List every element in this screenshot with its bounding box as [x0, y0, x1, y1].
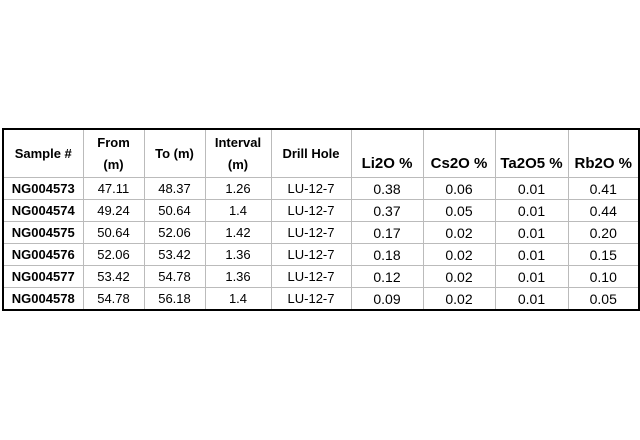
table-cell: LU-12-7: [270, 199, 352, 222]
table-cell: 0.01: [494, 265, 569, 288]
table-cell: 52.06: [82, 243, 145, 266]
sample-id: NG004576: [2, 243, 84, 266]
table-cell: LU-12-7: [270, 265, 352, 288]
table-row: NG004576 52.06 53.42 1.36 LU-12-7 0.18 0.02 0.0…: [2, 243, 640, 266]
header-cell: Cs2O %: [422, 128, 496, 178]
table-cell: 0.20: [567, 221, 640, 244]
table-cell: 1.4: [204, 199, 272, 222]
table-row: NG004573 47.11 48.37 1.26 LU-12-7 0.38 0.06 0.0…: [2, 177, 640, 200]
table-cell: 0.15: [567, 243, 640, 266]
table-cell: 1.42: [204, 221, 272, 244]
table-cell: 53.42: [143, 243, 206, 266]
table-cell: 1.36: [204, 243, 272, 266]
table-cell: 0.41: [567, 177, 640, 200]
table-cell: 53.42: [82, 265, 145, 288]
table-cell: 52.06: [143, 221, 206, 244]
table-cell: 0.05: [422, 199, 496, 222]
table-cell: LU-12-7: [270, 221, 352, 244]
table-cell: 0.10: [567, 265, 640, 288]
table-cell: 0.09: [350, 287, 424, 311]
table-cell: 0.02: [422, 265, 496, 288]
table-cell: 0.02: [422, 287, 496, 311]
table-cell: 54.78: [82, 287, 145, 311]
header-cell: From (m): [82, 128, 145, 178]
table-cell: 0.17: [350, 221, 424, 244]
header-cell: Ta2O5 %: [494, 128, 569, 178]
header-cell: Drill Hole: [270, 128, 352, 178]
table-cell: 0.12: [350, 265, 424, 288]
table-cell: 56.18: [143, 287, 206, 311]
table-cell: 0.37: [350, 199, 424, 222]
header-text: Li2O %: [361, 155, 413, 172]
table-cell: 50.64: [143, 199, 206, 222]
table-cell: 0.01: [494, 287, 569, 311]
table-row: NG004577 53.42 54.78 1.36 LU-12-7 0.12 0.02 0.0…: [2, 265, 640, 288]
table-cell: LU-12-7: [270, 177, 352, 200]
table-cell: 0.05: [567, 287, 640, 311]
header-text: From (m): [97, 134, 130, 172]
table-cell: 0.02: [422, 243, 496, 266]
table-cell: 0.02: [422, 221, 496, 244]
table-body: NG004573 47.11 48.37 1.26 LU-12-7 0.38 0.06 0.0…: [2, 177, 640, 311]
table-cell: 48.37: [143, 177, 206, 200]
table-cell: 54.78: [143, 265, 206, 288]
header-text: Drill Hole: [282, 145, 340, 161]
header-text: Rb2O %: [574, 155, 632, 172]
table-cell: 47.11: [82, 177, 145, 200]
table-cell: 0.38: [350, 177, 424, 200]
header-cell: Rb2O %: [567, 128, 640, 178]
table-cell: 0.01: [494, 243, 569, 266]
header-text: Interval (m): [214, 134, 262, 172]
header-cell: Interval (m): [204, 128, 272, 178]
table-row: NG004574 49.24 50.64 1.4 LU-12-7 0.37 0.05 0.01…: [2, 199, 640, 222]
table-cell: 0.01: [494, 177, 569, 200]
table-cell: LU-12-7: [270, 287, 352, 311]
table-cell: 0.01: [494, 221, 569, 244]
table-cell: LU-12-7: [270, 243, 352, 266]
sample-id: NG004575: [2, 221, 84, 244]
table-cell: 50.64: [82, 221, 145, 244]
header-row: Sample # From (m) To (m) Interval (m) Drill …: [2, 128, 640, 178]
header-text: Sample #: [14, 145, 72, 161]
table-cell: 0.18: [350, 243, 424, 266]
table-cell: 0.44: [567, 199, 640, 222]
table-row: NG004578 54.78 56.18 1.4 LU-12-7 0.09 0.02 0.01…: [2, 287, 640, 311]
assay-table: Sample # From (m) To (m) Interval (m) Drill …: [2, 128, 640, 311]
table-cell: 0.01: [494, 199, 569, 222]
header-text: To (m): [155, 145, 194, 161]
table-cell: 1.26: [204, 177, 272, 200]
header-text: Ta2O5 %: [500, 155, 563, 172]
sample-id: NG004573: [2, 177, 84, 200]
header-cell: To (m): [143, 128, 206, 178]
header-cell: Sample #: [2, 128, 84, 178]
table-cell: 0.06: [422, 177, 496, 200]
sample-id: NG004578: [2, 287, 84, 311]
header-cell: Li2O %: [350, 128, 424, 178]
header-text: Cs2O %: [430, 155, 488, 172]
table-cell: 1.36: [204, 265, 272, 288]
sample-id: NG004574: [2, 199, 84, 222]
table-cell: 49.24: [82, 199, 145, 222]
table-cell: 1.4: [204, 287, 272, 311]
table-row: NG004575 50.64 52.06 1.42 LU-12-7 0.17 0.02 0.0…: [2, 221, 640, 244]
sample-id: NG004577: [2, 265, 84, 288]
